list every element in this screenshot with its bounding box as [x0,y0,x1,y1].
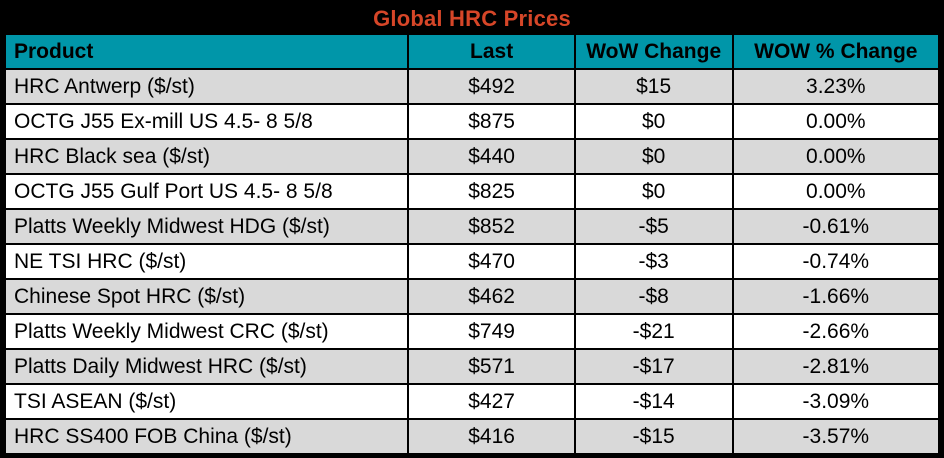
product-cell: OCTG J55 Ex-mill US 4.5- 8 5/8 [3,103,410,140]
last-price-cell: $875 [407,103,576,140]
wow-change-cell: -$5 [573,208,734,245]
table-row: OCTG J55 Gulf Port US 4.5- 8 5/8 $825 $0… [3,173,941,210]
wow-change-cell: $0 [573,103,734,140]
last-price-cell: $852 [407,208,576,245]
table-row: Platts Weekly Midwest HDG ($/st) $852 -$… [3,208,941,245]
last-price-cell: $427 [407,383,576,420]
wow-change-cell: -$3 [573,243,734,280]
table-row: OCTG J55 Ex-mill US 4.5- 8 5/8 $875 $0 0… [3,103,941,140]
table-title-bar: Global HRC Prices [4,4,940,33]
wow-change-cell: -$17 [573,348,734,385]
product-cell: Platts Daily Midwest HRC ($/st) [3,348,410,385]
header-row: Product Last WoW Change WOW % Change [3,33,941,70]
wow-change-cell: -$21 [573,313,734,350]
table-row: Chinese Spot HRC ($/st) $462 -$8 -1.66% [3,278,941,315]
table-title: Global HRC Prices [373,5,571,31]
last-price-cell: $825 [407,173,576,210]
product-cell: Platts Weekly Midwest HDG ($/st) [3,208,410,245]
wow-pct-change-cell: 0.00% [731,138,941,175]
column-header-product: Product [3,33,410,70]
last-price-cell: $571 [407,348,576,385]
product-cell: OCTG J55 Gulf Port US 4.5- 8 5/8 [3,173,410,210]
product-cell: HRC Antwerp ($/st) [3,68,410,105]
last-price-cell: $440 [407,138,576,175]
wow-pct-change-cell: 0.00% [731,103,941,140]
wow-pct-change-cell: -1.66% [731,278,941,315]
wow-change-cell: -$14 [573,383,734,420]
wow-pct-change-cell: -2.81% [731,348,941,385]
wow-change-cell: -$8 [573,278,734,315]
wow-pct-change-cell: -2.66% [731,313,941,350]
table-row: TSI ASEAN ($/st) $427 -$14 -3.09% [3,383,941,420]
product-cell: Chinese Spot HRC ($/st) [3,278,410,315]
table-row: HRC Black sea ($/st) $440 $0 0.00% [3,138,941,175]
wow-change-cell: $0 [573,138,734,175]
last-price-cell: $749 [407,313,576,350]
table-row: HRC Antwerp ($/st) $492 $15 3.23% [3,68,941,105]
table-row: Platts Weekly Midwest CRC ($/st) $749 -$… [3,313,941,350]
column-header-last: Last [407,33,576,70]
wow-change-cell: -$15 [573,418,734,455]
wow-change-cell: $0 [573,173,734,210]
last-price-cell: $462 [407,278,576,315]
last-price-cell: $416 [407,418,576,455]
table-row: HRC SS400 FOB China ($/st) $416 -$15 -3.… [3,418,941,455]
product-cell: HRC Black sea ($/st) [3,138,410,175]
last-price-cell: $492 [407,68,576,105]
table-row: Platts Daily Midwest HRC ($/st) $571 -$1… [3,348,941,385]
wow-pct-change-cell: -0.74% [731,243,941,280]
wow-pct-change-cell: -3.09% [731,383,941,420]
product-cell: HRC SS400 FOB China ($/st) [3,418,410,455]
wow-pct-change-cell: 3.23% [731,68,941,105]
last-price-cell: $470 [407,243,576,280]
table-row: NE TSI HRC ($/st) $470 -$3 -0.74% [3,243,941,280]
wow-pct-change-cell: 0.00% [731,173,941,210]
column-header-wow-pct-change: WOW % Change [731,33,941,70]
wow-pct-change-cell: -0.61% [731,208,941,245]
price-table: Product Last WoW Change WOW % Change HRC… [3,33,941,455]
column-header-wow-change: WoW Change [573,33,734,70]
wow-pct-change-cell: -3.57% [731,418,941,455]
product-cell: TSI ASEAN ($/st) [3,383,410,420]
wow-change-cell: $15 [573,68,734,105]
product-cell: NE TSI HRC ($/st) [3,243,410,280]
product-cell: Platts Weekly Midwest CRC ($/st) [3,313,410,350]
